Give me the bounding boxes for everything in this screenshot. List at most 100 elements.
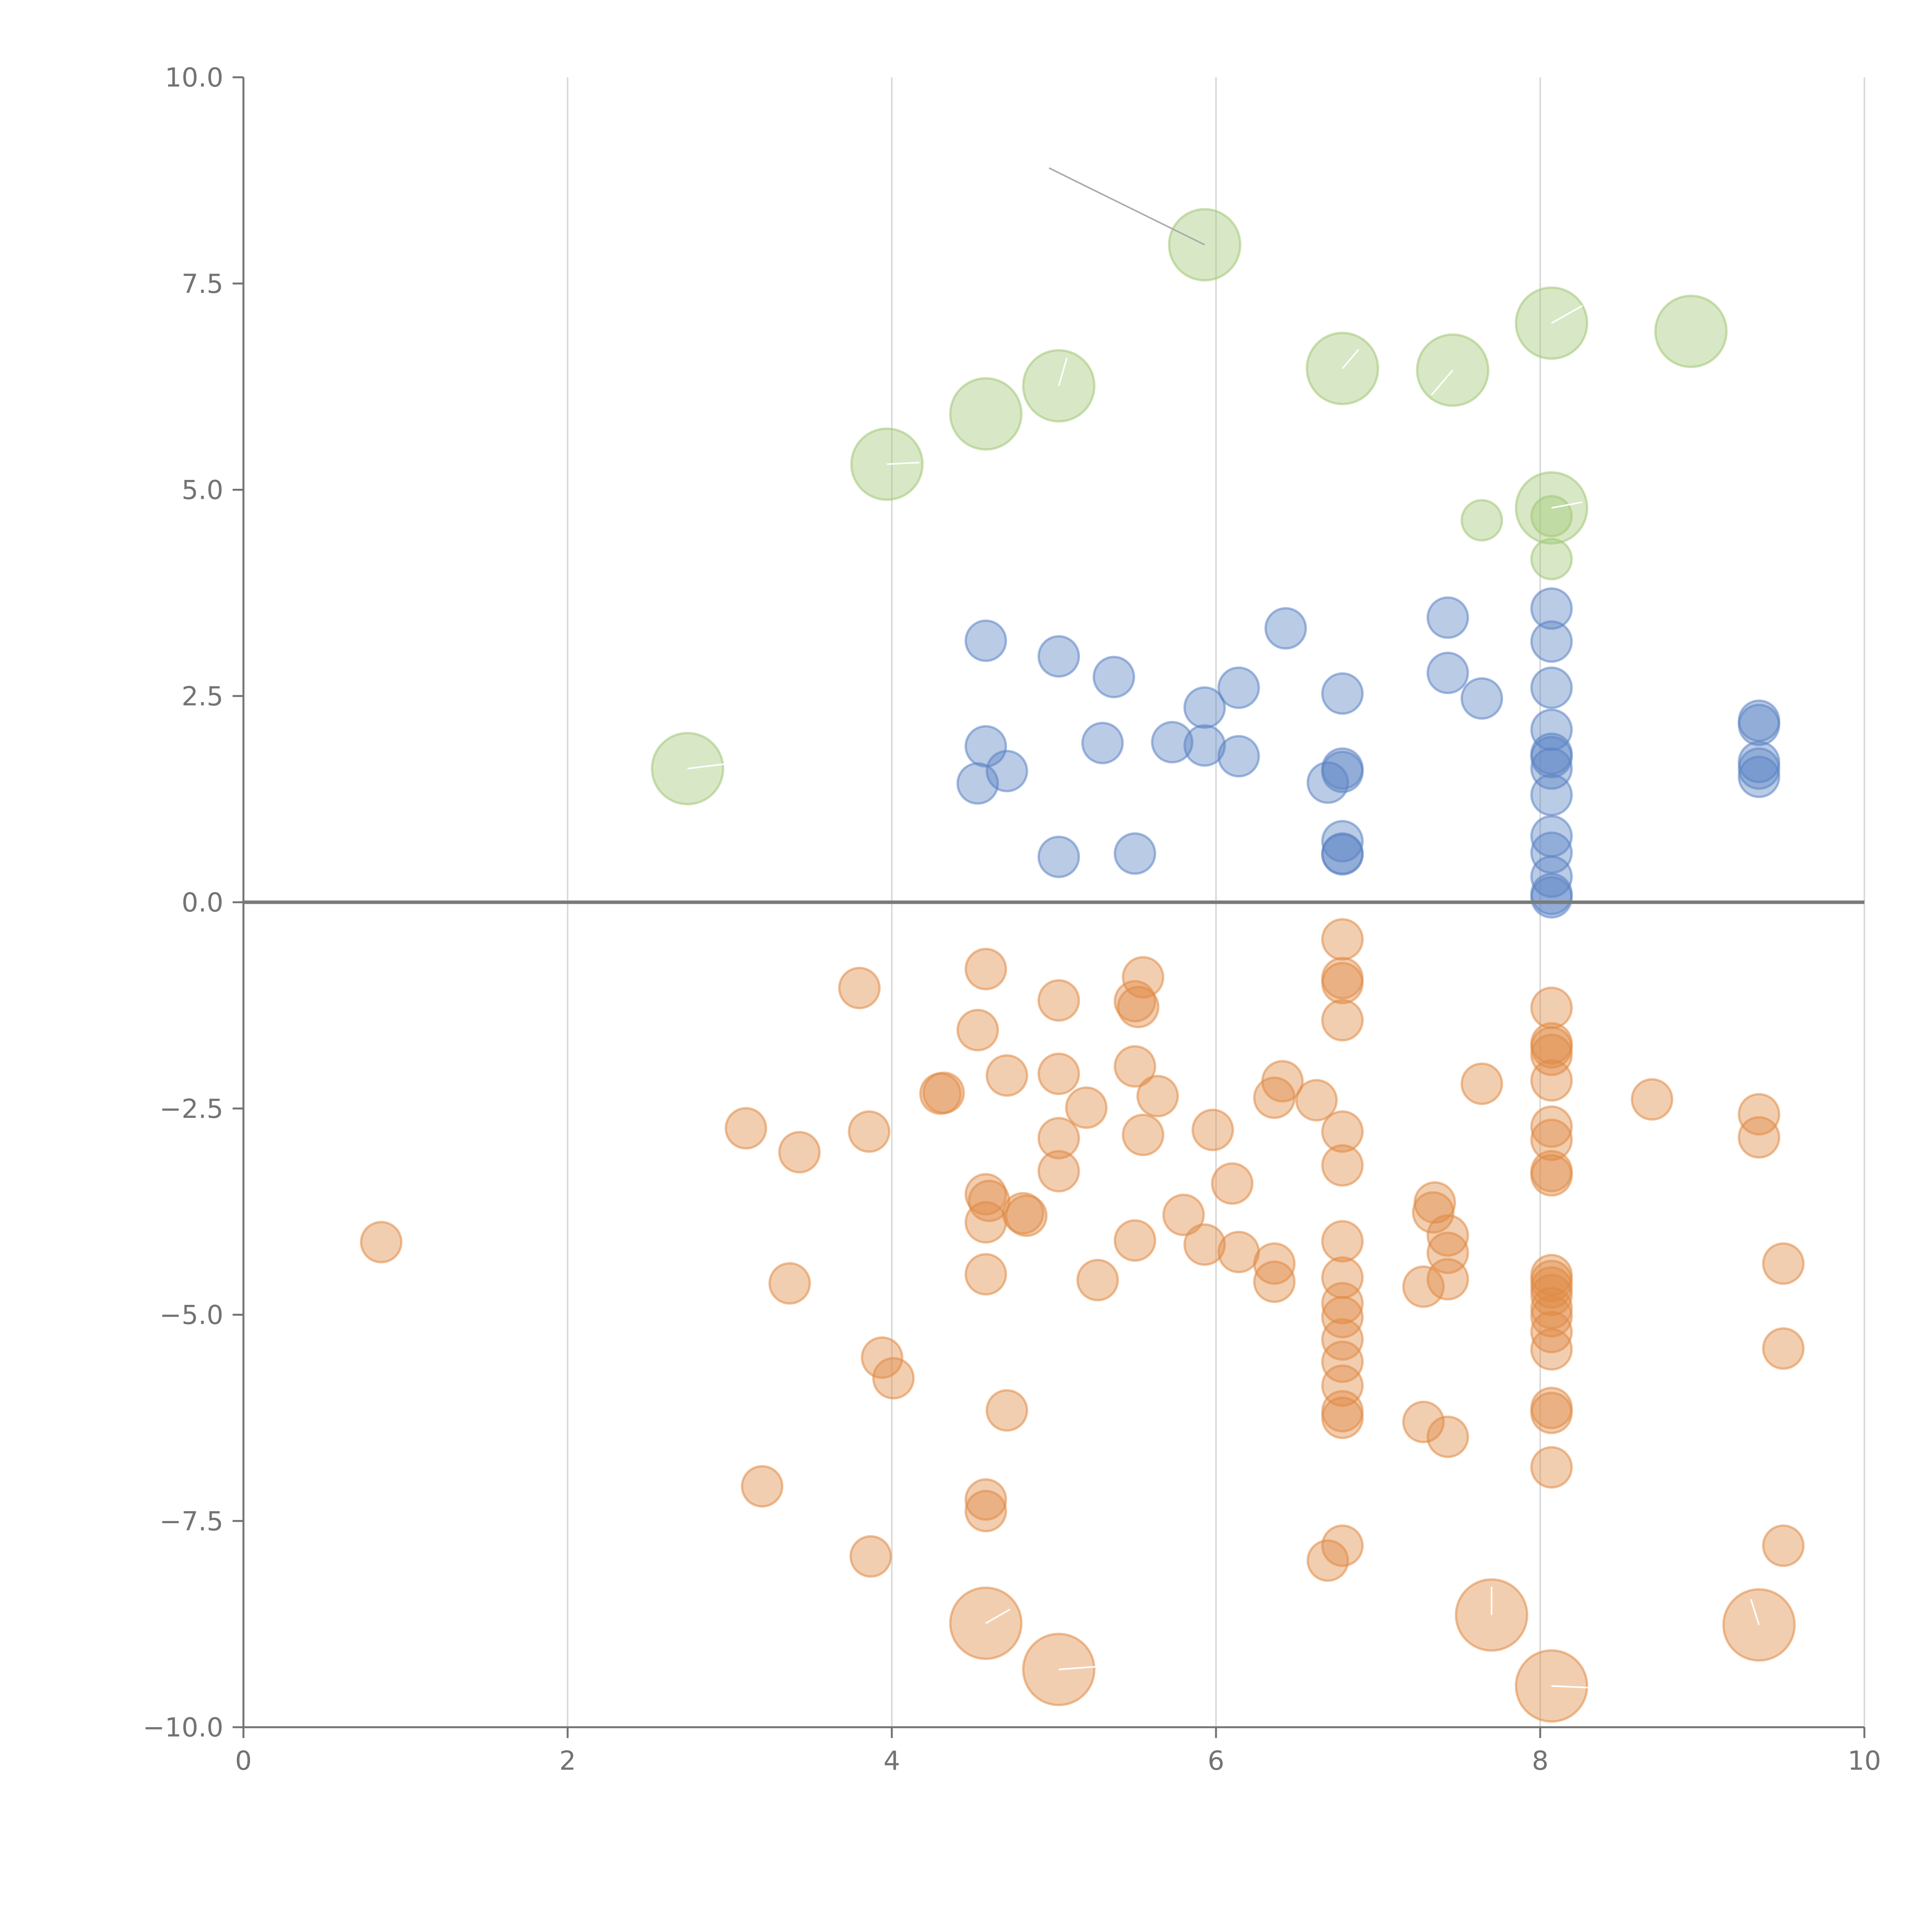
orange-bubble-point [968, 1179, 1010, 1222]
orange-bubble-point [1426, 1258, 1469, 1301]
leader-line [1058, 1665, 1103, 1670]
blue-bubble-point [1081, 721, 1124, 764]
orange-bubble-point [1295, 1079, 1338, 1122]
orange-bubble-point [1217, 1231, 1260, 1274]
blue-bubble-point [1092, 656, 1135, 699]
orange-bubble-point [1321, 1144, 1364, 1187]
blue-bubble-point [1426, 651, 1469, 694]
orange-bubble-point [1530, 1391, 1573, 1434]
blue-bubble-point [1037, 835, 1080, 878]
orange-bubble-point [964, 1201, 1007, 1244]
leader-line [887, 462, 920, 465]
orange-bubble-point [1530, 1328, 1573, 1371]
orange-bubble-point [1530, 1446, 1573, 1489]
blue-bubble-point [964, 725, 1007, 768]
blue-bubble-point [1114, 832, 1156, 875]
orange-bubble-point [1321, 1396, 1364, 1439]
orange-bubble-point [1460, 1062, 1503, 1105]
orange-bubble-point [778, 1131, 821, 1173]
blue-bubble-point [1217, 666, 1260, 709]
x-tick-label: 2 [559, 1746, 576, 1776]
leader-line [1342, 349, 1359, 369]
orange-bubble-point [985, 1389, 1028, 1432]
orange-bubble-point [1005, 1194, 1048, 1237]
orange-bubble-point [1253, 1260, 1296, 1303]
orange-bubble-point [768, 1262, 811, 1305]
orange-bubble-point [1402, 1401, 1445, 1444]
orange-bubble-point [1530, 1311, 1573, 1354]
orange-bubble-point [985, 1054, 1028, 1097]
orange-bubble-point [1762, 1524, 1805, 1567]
orange-bubble-point [1321, 1220, 1364, 1263]
y-tick-label: −5.0 [160, 1300, 223, 1331]
orange-bubble-point [1002, 1192, 1044, 1235]
orange-bubble-point [1321, 1340, 1364, 1383]
x-tick-label: 6 [1208, 1746, 1224, 1776]
orange-bubble-point [1114, 1045, 1156, 1088]
orange-bubble-point [360, 1221, 403, 1264]
orange-bubble-point [1114, 1219, 1156, 1262]
blue-bubble-point [1217, 735, 1260, 778]
orange-bubble-point [1162, 1194, 1205, 1236]
leader-line [985, 1608, 1011, 1624]
orange-bubble-point [1321, 1318, 1364, 1361]
orange-bubble-point [1037, 1117, 1080, 1160]
orange-bubble-point [1211, 1162, 1253, 1205]
orange-bubble-point [849, 1535, 892, 1578]
green-bubble-point [1654, 294, 1728, 368]
leader-line [1551, 305, 1583, 324]
blue-bubble-point [1183, 686, 1226, 729]
orange-bubble-point [1321, 1282, 1364, 1325]
orange-bubble-point [1076, 1259, 1119, 1301]
axes-layer: 0 2 4 6 8 10 10.0 7.5 5.0 2.5 0.0 −2.5 −5.0 −7.5 −10.0 [143, 63, 1881, 1776]
leader-layer [687, 167, 1760, 1689]
orange-bubble-point [964, 947, 1007, 990]
blue-bubble-point [1321, 833, 1364, 876]
orange-bubble-point [872, 1357, 915, 1400]
leader-line [1750, 1599, 1760, 1625]
blue-bubble-point [1426, 596, 1469, 639]
x-tick-label: 4 [883, 1746, 900, 1776]
blue-bubble-point [956, 762, 999, 805]
orange-bubble-point [964, 1253, 1007, 1296]
x-tick-label: 10 [1848, 1746, 1881, 1776]
orange-bubble-point [1412, 1191, 1455, 1234]
orange-bubble-point [1136, 1075, 1179, 1117]
blue-bubble-point [1530, 666, 1573, 709]
blue-bubble-point [1460, 677, 1503, 720]
blue-bubble-point [1183, 724, 1226, 767]
orange-bubble-point [741, 1465, 784, 1508]
orange-bubble-point [1631, 1078, 1673, 1121]
orange-bubble-point [1321, 1296, 1364, 1338]
blue-bubble-point [1530, 774, 1573, 816]
orange-bubble-point [1738, 1093, 1781, 1136]
orange-bubble-point [1321, 999, 1364, 1042]
orange-bubble-point [1530, 1154, 1573, 1197]
blue-bubble-point [1738, 703, 1781, 746]
leader-line [1049, 167, 1205, 246]
orange-bubble-point [724, 1107, 767, 1150]
orange-bubble-point [1037, 1150, 1080, 1193]
blue-bubble-point [1151, 721, 1194, 764]
orange-bubble-point [1426, 1214, 1469, 1257]
orange-bubble-point [1037, 979, 1080, 1022]
y-tick-label: 0.0 [182, 888, 223, 918]
orange-bubble-point [1037, 1053, 1080, 1095]
blue-bubble-point [1321, 820, 1364, 863]
blue-bubble-point [1530, 587, 1573, 630]
orange-bubble-point [1321, 1364, 1364, 1407]
leader-line [1551, 1685, 1589, 1689]
blue-bubble-point [1530, 736, 1573, 779]
blue-bubble-point [1321, 672, 1364, 715]
orange-bubble-point [964, 1478, 1007, 1521]
orange-bubble-point [1183, 1223, 1226, 1266]
orange-bubble-point [1191, 1109, 1234, 1151]
leader-line [687, 763, 728, 770]
blue-bubble-point [1738, 755, 1781, 798]
leader-line [1551, 501, 1583, 509]
x-tick-label: 0 [235, 1746, 252, 1776]
orange-bubble-point [1530, 1295, 1573, 1338]
orange-bubble-point [1530, 1105, 1573, 1148]
orange-bubble-point [1530, 1274, 1573, 1316]
orange-bubble-point [1321, 962, 1364, 1005]
